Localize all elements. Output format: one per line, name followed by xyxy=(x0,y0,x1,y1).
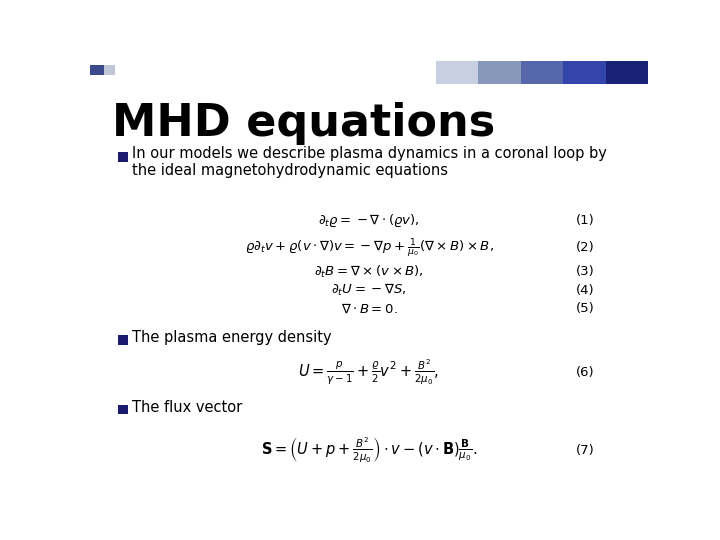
FancyBboxPatch shape xyxy=(606,60,648,84)
Text: $\nabla \cdot B = 0.$: $\nabla \cdot B = 0.$ xyxy=(341,302,397,315)
Text: the ideal magnetohydrodynamic equations: the ideal magnetohydrodynamic equations xyxy=(132,163,448,178)
Text: The plasma energy density: The plasma energy density xyxy=(132,330,331,346)
FancyBboxPatch shape xyxy=(118,405,128,414)
Text: (2): (2) xyxy=(575,241,594,254)
Text: (7): (7) xyxy=(575,444,594,457)
Text: $\partial_t \varrho = -\nabla \cdot (\varrho v),$: $\partial_t \varrho = -\nabla \cdot (\va… xyxy=(318,212,420,229)
Text: $\partial_t B = \nabla \times (v \times B),$: $\partial_t B = \nabla \times (v \times … xyxy=(314,264,424,280)
Text: MHD equations: MHD equations xyxy=(112,102,495,145)
Text: (5): (5) xyxy=(575,302,594,315)
Text: $\varrho \partial_t v + \varrho (v \cdot \nabla) v = -\nabla p + \frac{1}{\mu_0}: $\varrho \partial_t v + \varrho (v \cdot… xyxy=(245,237,493,259)
Text: (1): (1) xyxy=(575,214,594,227)
Text: (3): (3) xyxy=(575,265,594,278)
Text: $U = \frac{p}{\gamma - 1} + \frac{\varrho}{2} v^2 + \frac{B^2}{2\mu_0},$: $U = \frac{p}{\gamma - 1} + \frac{\varrh… xyxy=(298,358,440,387)
Text: In our models we describe plasma dynamics in a coronal loop by: In our models we describe plasma dynamic… xyxy=(132,146,607,161)
FancyBboxPatch shape xyxy=(478,60,521,84)
Text: (4): (4) xyxy=(575,284,594,296)
FancyBboxPatch shape xyxy=(90,65,104,75)
FancyBboxPatch shape xyxy=(104,65,115,75)
FancyBboxPatch shape xyxy=(118,152,128,161)
Text: (6): (6) xyxy=(575,366,594,379)
Text: $\mathbf{S} = \left(U + p + \frac{B^2}{2\mu_0}\right) \cdot v - (v \cdot \mathbf: $\mathbf{S} = \left(U + p + \frac{B^2}{2… xyxy=(261,436,477,465)
FancyBboxPatch shape xyxy=(563,60,606,84)
FancyBboxPatch shape xyxy=(118,335,128,345)
FancyBboxPatch shape xyxy=(436,60,478,84)
FancyBboxPatch shape xyxy=(521,60,563,84)
Text: The flux vector: The flux vector xyxy=(132,400,242,415)
Text: $\partial_t U = -\nabla S,$: $\partial_t U = -\nabla S,$ xyxy=(331,282,407,298)
